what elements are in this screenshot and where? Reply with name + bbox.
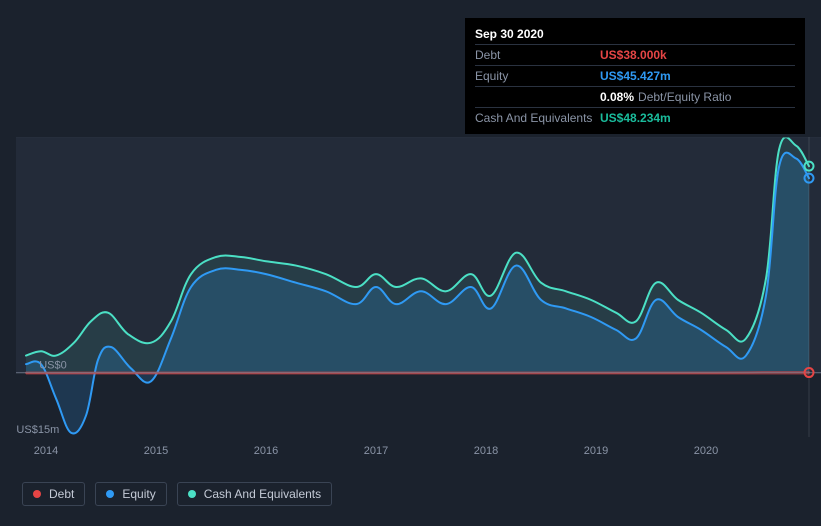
legend-item-equity[interactable]: Equity <box>95 482 166 506</box>
svg-text:2014: 2014 <box>34 445 58 457</box>
svg-text:US$0: US$0 <box>39 360 67 372</box>
legend-label: Debt <box>49 487 74 501</box>
svg-text:2017: 2017 <box>364 445 388 457</box>
tooltip-value: US$45.427m <box>600 69 671 83</box>
legend-item-cash[interactable]: Cash And Equivalents <box>177 482 332 506</box>
tooltip-row-cash: Cash And Equivalents US$48.234m <box>475 107 795 128</box>
svg-text:2019: 2019 <box>584 445 608 457</box>
tooltip-row-equity: Equity US$45.427m <box>475 65 795 86</box>
tooltip-label <box>475 90 600 104</box>
svg-text:2015: 2015 <box>144 445 168 457</box>
svg-text:2020: 2020 <box>694 445 718 457</box>
chart-legend: Debt Equity Cash And Equivalents <box>22 482 332 506</box>
legend-item-debt[interactable]: Debt <box>22 482 85 506</box>
svg-text:2018: 2018 <box>474 445 498 457</box>
svg-text:2016: 2016 <box>254 445 278 457</box>
legend-dot <box>188 490 196 498</box>
chart-svg: US$55mUS$0-US$15m <box>16 137 821 437</box>
tooltip-label: Equity <box>475 69 600 83</box>
tooltip-value: 0.08%Debt/Equity Ratio <box>600 90 731 104</box>
x-axis: 2014 2015 2016 2017 2018 2019 2020 <box>16 440 821 460</box>
tooltip-value: US$38.000k <box>600 48 667 62</box>
tooltip-label: Debt <box>475 48 600 62</box>
tooltip-row-debt: Debt US$38.000k <box>475 44 795 65</box>
tooltip-label: Cash And Equivalents <box>475 111 600 125</box>
legend-label: Equity <box>122 487 155 501</box>
legend-dot <box>106 490 114 498</box>
legend-label: Cash And Equivalents <box>204 487 321 501</box>
chart-tooltip: Sep 30 2020 Debt US$38.000k Equity US$45… <box>465 18 805 134</box>
tooltip-value: US$48.234m <box>600 111 671 125</box>
financial-history-chart[interactable]: US$55mUS$0-US$15m <box>16 137 821 437</box>
tooltip-date: Sep 30 2020 <box>475 24 795 44</box>
tooltip-row-ratio: 0.08%Debt/Equity Ratio <box>475 86 795 107</box>
svg-text:-US$15m: -US$15m <box>16 424 59 436</box>
legend-dot <box>33 490 41 498</box>
